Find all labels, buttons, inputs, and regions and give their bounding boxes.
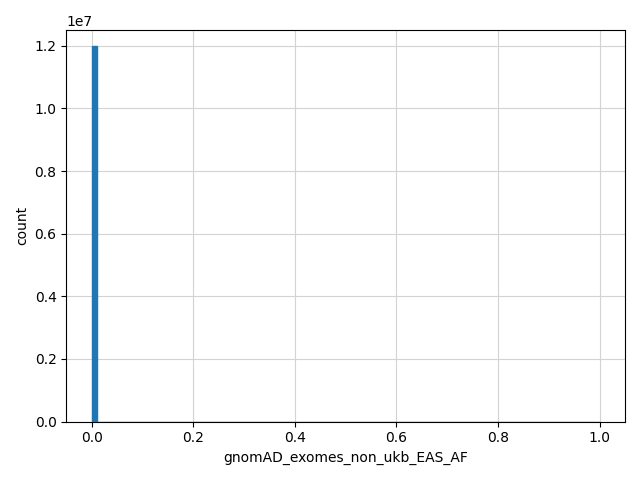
Y-axis label: count: count	[15, 206, 29, 245]
Bar	[92, 47, 97, 421]
X-axis label: gnomAD_exomes_non_ukb_EAS_AF: gnomAD_exomes_non_ukb_EAS_AF	[223, 451, 468, 465]
